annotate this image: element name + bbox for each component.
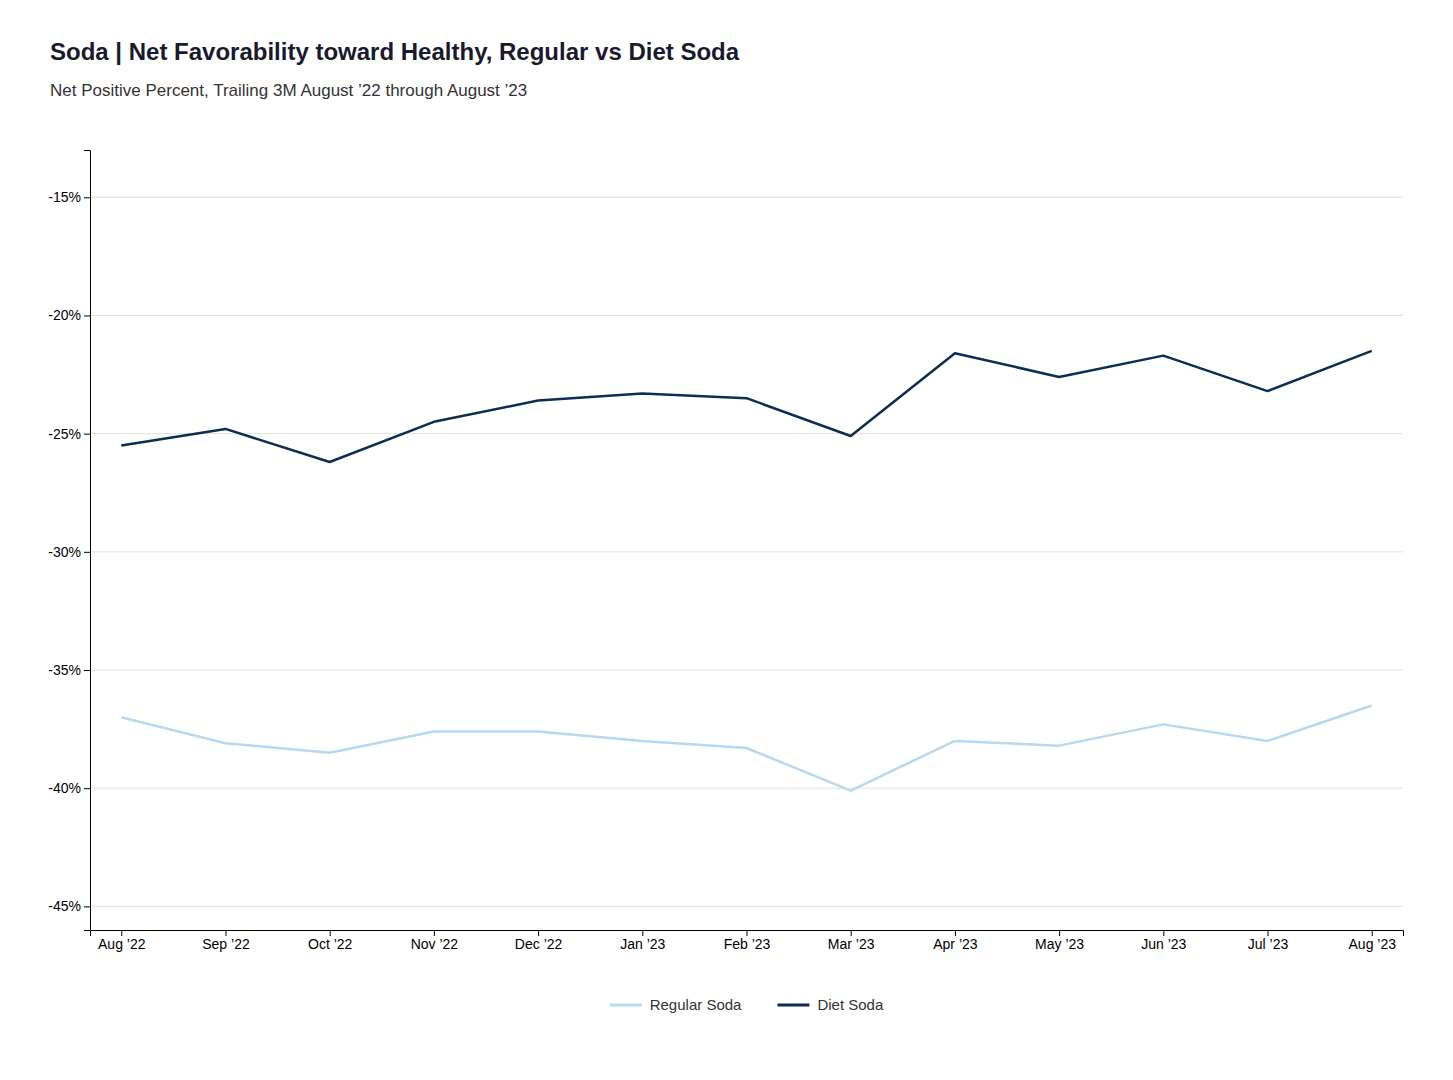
series-line: [121, 351, 1371, 462]
y-tick-mark: [84, 670, 90, 671]
y-tick-label: -40%: [48, 780, 81, 796]
x-tick: Oct ’22: [308, 930, 353, 952]
y-tick: -35%: [48, 662, 90, 678]
y-tick-mark: [84, 197, 90, 198]
legend: Regular Soda Diet Soda: [610, 996, 884, 1013]
lines: [121, 351, 1371, 791]
legend-swatch: [610, 1004, 642, 1007]
x-tick-label: Nov ’22: [411, 936, 459, 952]
x-tick-label: Jun ’23: [1141, 936, 1186, 952]
title: Soda | Net Favorability toward Healthy, …: [50, 38, 740, 65]
x-tick-label: Jan ’23: [620, 936, 665, 952]
y-tick-label: -25%: [48, 426, 81, 442]
x-tick: Nov ’22: [411, 930, 459, 952]
grid-line: [90, 197, 1403, 198]
x-tick-label: Oct ’22: [308, 936, 353, 952]
x-tick: Aug ’23: [1348, 930, 1396, 952]
x-tick: Aug ’22: [98, 930, 146, 952]
chart-container: Soda | Net Favorability toward Healthy, …: [0, 0, 1453, 1080]
plot-area: -15% -20% -25% -30% -35% -40% -45% Aug ’22 Sep ’…: [48, 151, 1403, 952]
y-tick-label: -15%: [48, 189, 81, 205]
grid-line: [90, 788, 1403, 789]
x-tick: Apr ’23: [933, 930, 978, 952]
y-tick-mark: [84, 906, 90, 907]
x-tick: May ’23: [1035, 930, 1084, 952]
y-tick-mark: [84, 315, 90, 316]
x-tick: Jul ’23: [1248, 930, 1289, 952]
legend-swatch: [777, 1004, 809, 1007]
x-tick-label: Dec ’22: [515, 936, 563, 952]
y-tick-mark: [84, 434, 90, 435]
y-tick-mark: [84, 552, 90, 553]
y-tick: -25%: [48, 426, 90, 442]
legend-label: Regular Soda: [650, 996, 742, 1013]
x-tick: Jun ’23: [1141, 930, 1186, 952]
subtitle: Net Positive Percent, Trailing 3M August…: [50, 81, 527, 100]
legend-item: Diet Soda: [777, 996, 884, 1013]
x-tick-label: Aug ’22: [98, 936, 146, 952]
y-tick-label: -20%: [48, 307, 81, 323]
x-tick: Sep ’22: [202, 930, 250, 952]
grid: [90, 197, 1403, 906]
y-tick: -45%: [48, 898, 90, 914]
x-tick: Dec ’22: [515, 930, 563, 952]
x-tick-label: Feb ’23: [724, 936, 771, 952]
y-axis: -15% -20% -25% -30% -35% -40% -45%: [48, 151, 90, 931]
legend-label: Diet Soda: [817, 996, 884, 1013]
x-tick-label: Aug ’23: [1348, 936, 1396, 952]
x-axis: Aug ’22 Sep ’22 Oct ’22 Nov ’22 Dec ’22 Jan ’…: [91, 930, 1404, 952]
y-tick-label: -30%: [48, 544, 81, 560]
y-axis-line: [84, 151, 91, 931]
series-line: [121, 705, 1371, 790]
x-tick-label: Apr ’23: [933, 936, 978, 952]
x-tick: Mar ’23: [828, 930, 875, 952]
y-tick: -40%: [48, 780, 90, 796]
grid-line: [90, 315, 1403, 316]
y-tick: -15%: [48, 189, 90, 205]
y-tick-mark: [84, 788, 90, 789]
y-tick: -30%: [48, 544, 90, 560]
x-tick: Feb ’23: [724, 930, 771, 952]
x-tick-label: Jul ’23: [1248, 936, 1289, 952]
grid-line: [90, 906, 1403, 907]
legend-item: Regular Soda: [610, 996, 742, 1013]
y-tick-label: -35%: [48, 662, 81, 678]
x-tick-label: Mar ’23: [828, 936, 875, 952]
y-tick-label: -45%: [48, 898, 81, 914]
grid-line: [90, 670, 1403, 671]
chart-svg: Soda | Net Favorability toward Healthy, …: [0, 0, 1453, 1080]
y-tick: -20%: [48, 307, 90, 323]
grid-line: [90, 551, 1403, 552]
grid-line: [90, 433, 1403, 434]
x-tick: Jan ’23: [620, 930, 665, 952]
x-tick-label: May ’23: [1035, 936, 1084, 952]
x-tick-label: Sep ’22: [202, 936, 250, 952]
